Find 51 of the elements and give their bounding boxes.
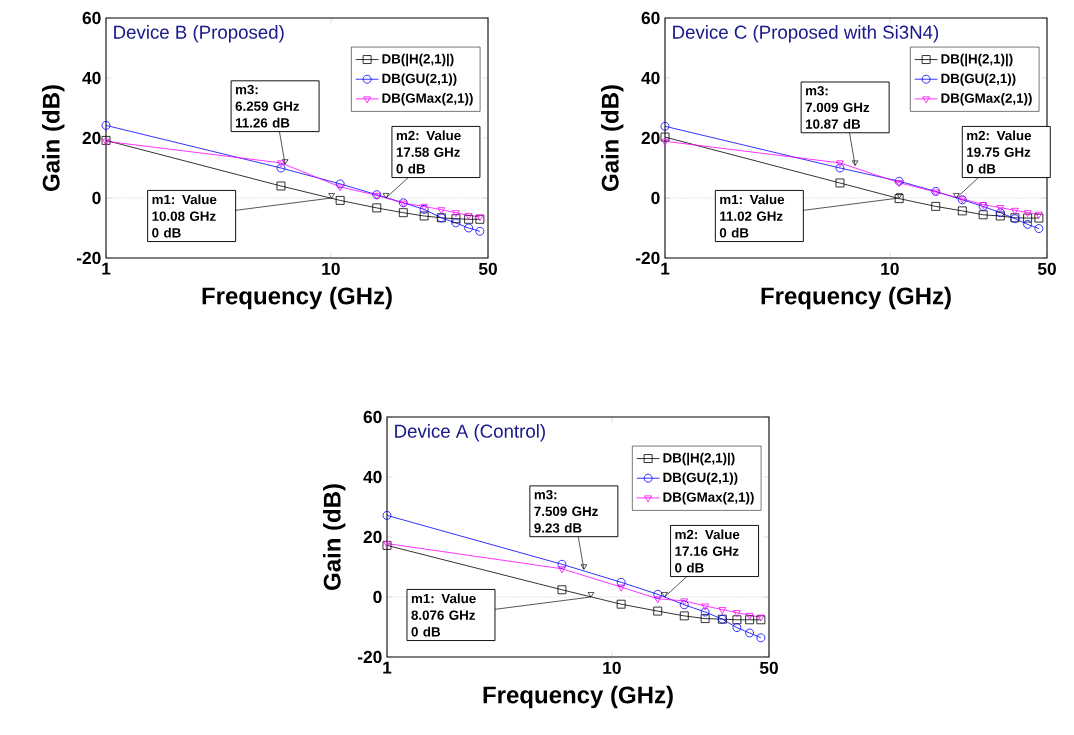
x-tick-label: 1 [661,262,670,275]
legend-label: DB(|H(2,1)|) [382,53,454,67]
annotation: m1: Value 8.076 GHz 0 dB [411,593,476,637]
annotation: m1: Value 10.08 GHz 0 dB [152,194,217,238]
x-tick-label: 1 [383,661,392,674]
legend-label: DB(GMax(2,1)) [941,93,1032,106]
legend-label: DB(GU(2,1)) [941,73,1016,86]
x-axis-title: Frequency (GHz) [761,286,951,310]
x-tick-label: 50 [1037,262,1056,275]
y-tick-label: 20 [641,131,660,145]
annotation: m3: 6.259 GHz 11.26 dB [235,84,300,128]
x-tick-label: 10 [322,262,340,275]
chart-title: Device B (Proposed) [114,25,284,43]
y-tick-label: 40 [363,470,382,484]
y-tick-label: 20 [363,530,382,544]
y-axis-title: Gain (dB) [323,484,346,590]
legend-label: DB(|H(2,1)|) [941,53,1013,67]
legend-label: DB(GMax(2,1)) [382,93,473,106]
annotation: m1: Value 11.02 GHz 0 dB [719,194,785,238]
x-tick-label: 10 [603,661,621,674]
legend-label: DB(|H(2,1)|) [663,452,735,466]
legend-label: DB(GU(2,1)) [382,73,457,86]
y-tick-label: 40 [82,71,101,85]
x-tick-label: 50 [759,661,778,674]
annotation: m2: Value 19.75 GHz 0 dB [966,130,1032,174]
chart-title: Device C (Proposed with Si3N4) [673,25,939,43]
annotation: m3: 7.509 GHz 9.23 dB [534,489,598,533]
y-tick-label: -20 [635,251,660,265]
y-axis-title: Gain (dB) [601,85,624,191]
x-tick-label: 50 [478,262,497,275]
y-tick-label: 20 [82,131,101,145]
y-tick-label: 60 [363,410,382,424]
chart-title: Device A (Control) [395,424,545,442]
y-tick-label: 40 [641,71,660,85]
x-axis-title: Frequency (GHz) [483,685,673,709]
y-tick-label: 0 [651,191,660,205]
legend-label: DB(GMax(2,1)) [663,492,754,505]
y-tick-label: 60 [82,11,101,25]
y-tick-label: 0 [92,191,101,205]
y-tick-label: -20 [357,650,382,664]
y-axis-title: Gain (dB) [42,85,65,191]
y-tick-label: 60 [641,11,660,25]
y-tick-label: 0 [373,590,382,604]
x-tick-label: 10 [881,262,899,275]
legend-label: DB(GU(2,1)) [663,472,738,485]
x-axis-title: Frequency (GHz) [202,286,392,310]
annotation: m2: Value 17.16 GHz 0 dB [675,529,740,573]
x-tick-label: 1 [102,262,111,275]
y-tick-label: -20 [76,251,101,265]
annotation: m2: Value 17.58 GHz 0 dB [396,130,461,174]
annotation: m3: 7.009 GHz 10.87 dB [805,86,870,129]
